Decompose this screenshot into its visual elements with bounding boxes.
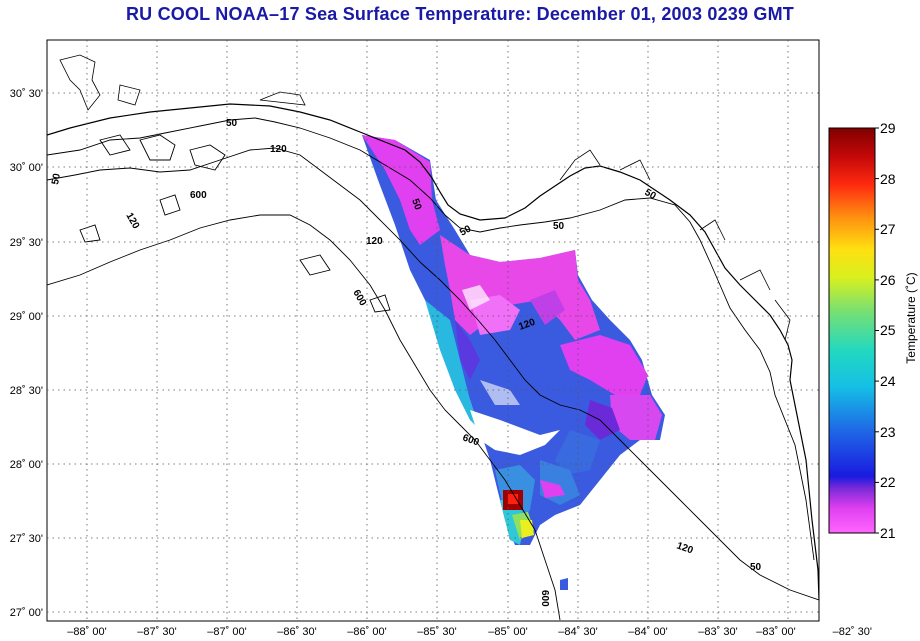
sst-swath <box>362 135 665 590</box>
lat-label: 27˚ 00' <box>10 607 43 619</box>
contour-label: 50 <box>226 118 238 129</box>
lon-label: –86˚ 30' <box>277 626 316 638</box>
colorbar-tick: 21 <box>880 525 896 541</box>
contour-label: 600 <box>190 190 207 201</box>
contour-label: 120 <box>270 144 287 155</box>
latitude-labels: 30˚ 30' 30˚ 00' 29˚ 30' 29˚ 00' 28˚ 30' … <box>10 88 43 619</box>
map-content: 50 120 600 50 120 50 50 120 600 600 120 … <box>47 40 819 621</box>
colorbar: 29 28 27 26 25 24 23 22 21 Temperature (… <box>828 120 918 541</box>
lat-label: 28˚ 30' <box>10 385 43 397</box>
lat-label: 28˚ 00' <box>10 459 43 471</box>
lon-label: –87˚ 00' <box>207 626 246 638</box>
lat-label: 30˚ 00' <box>10 162 43 174</box>
lat-label: 29˚ 00' <box>10 311 43 323</box>
coastline <box>47 103 819 601</box>
contour-label: 50 <box>553 221 565 232</box>
lon-label: –83˚ 30' <box>698 626 737 638</box>
lon-label: –84˚ 00' <box>628 626 667 638</box>
contour-label: 600 <box>539 590 550 607</box>
colorbar-tick: 22 <box>880 474 896 490</box>
contour-label: 120 <box>366 236 383 247</box>
lon-label: –83˚ 00' <box>756 626 795 638</box>
colorbar-gradient <box>828 127 876 534</box>
longitude-labels: –88˚ 00' –87˚ 30' –87˚ 00' –86˚ 30' –86˚… <box>67 626 872 638</box>
bathymetry-contours <box>47 117 819 621</box>
map-title: RU COOL NOAA–17 Sea Surface Temperature:… <box>125 4 794 24</box>
graticule <box>47 40 819 621</box>
lat-label: 27˚ 30' <box>10 533 43 545</box>
colorbar-tick: 24 <box>880 373 896 389</box>
lon-label: –86˚ 00' <box>347 626 386 638</box>
contour-label: 50 <box>409 197 423 212</box>
lon-label: –87˚ 30' <box>137 626 176 638</box>
lon-label: –85˚ 00' <box>488 626 527 638</box>
lon-label: –88˚ 00' <box>67 626 106 638</box>
map-frame <box>46 39 820 622</box>
colorbar-tick: 28 <box>880 171 896 187</box>
colorbar-tick: 23 <box>880 424 896 440</box>
lon-label: –82˚ 30' <box>833 626 872 638</box>
lon-label: –84˚ 30' <box>558 626 597 638</box>
colorbar-tick: 26 <box>880 272 896 288</box>
contour-label: 50 <box>458 223 474 238</box>
colorbar-tick: 27 <box>880 221 896 237</box>
contour-label: 50 <box>50 172 63 185</box>
contour-label: 50 <box>750 562 762 573</box>
colorbar-label: Temperature (˚C) <box>904 272 918 363</box>
colorbar-tick: 29 <box>880 120 896 136</box>
lon-label: –85˚ 30' <box>417 626 456 638</box>
lat-label: 30˚ 30' <box>10 88 43 100</box>
lat-label: 29˚ 30' <box>10 237 43 249</box>
contour-label: 50 <box>643 187 659 202</box>
contour-labels: 50 120 600 50 120 50 50 120 600 600 120 … <box>50 118 761 607</box>
colorbar-tick: 25 <box>880 322 896 338</box>
